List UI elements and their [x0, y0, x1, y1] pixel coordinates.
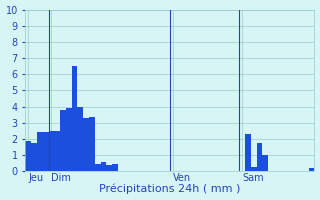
Bar: [72, 66, 77, 171]
Bar: [37, 132, 43, 171]
Bar: [77, 107, 83, 171]
Bar: [95, 164, 100, 171]
Bar: [309, 168, 315, 171]
Bar: [89, 117, 95, 171]
Bar: [43, 132, 49, 171]
Bar: [60, 110, 66, 171]
Bar: [112, 164, 118, 171]
Bar: [251, 167, 257, 171]
Bar: [49, 131, 54, 171]
Bar: [26, 141, 31, 171]
Bar: [31, 143, 37, 171]
Bar: [262, 155, 268, 171]
Bar: [245, 134, 251, 171]
Bar: [106, 165, 112, 171]
Bar: [83, 118, 89, 171]
Bar: [54, 131, 60, 171]
Bar: [100, 162, 106, 171]
Bar: [257, 143, 262, 171]
X-axis label: Précipitations 24h ( mm ): Précipitations 24h ( mm ): [99, 184, 241, 194]
Bar: [66, 108, 72, 171]
